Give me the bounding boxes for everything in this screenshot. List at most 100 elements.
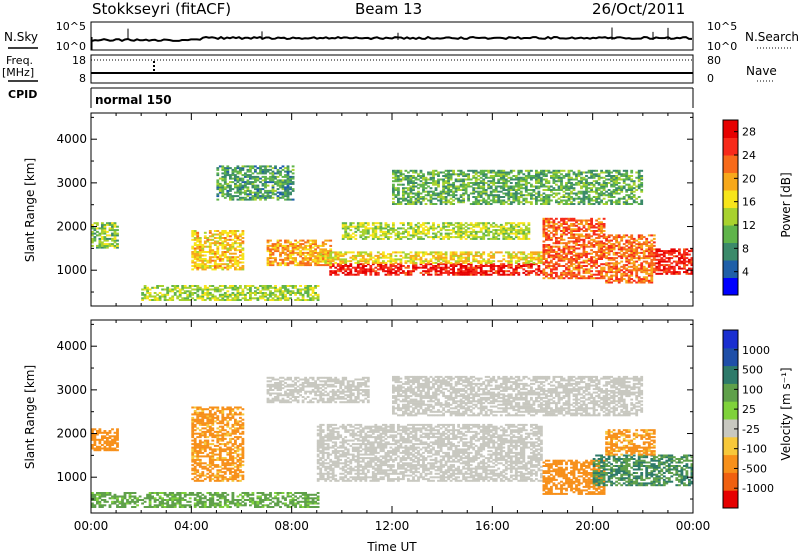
heatmap-cell [434, 270, 438, 273]
heatmap-cell [472, 229, 476, 232]
heatmap-cell [296, 241, 300, 244]
heatmap-cell [617, 255, 621, 258]
heatmap-cell [296, 264, 300, 267]
heatmap-cell [537, 173, 541, 176]
heatmap-cell [474, 253, 478, 256]
heatmap-cell [359, 236, 363, 239]
heatmap-cell [688, 272, 691, 275]
heatmap-cell [181, 288, 185, 291]
heatmap-cell [281, 295, 285, 298]
heatmap-cell [339, 266, 343, 269]
heatmap-cell [650, 274, 654, 277]
heatmap-cell [271, 179, 275, 182]
heatmap-cell [412, 171, 415, 174]
heatmap-cell [474, 273, 478, 276]
heatmap-cell [349, 222, 353, 225]
heatmap-cell [309, 264, 312, 267]
heatmap-cell [650, 258, 654, 261]
heatmap-cell [361, 251, 365, 254]
heatmap-cell [570, 265, 573, 267]
heatmap-cell [304, 290, 307, 293]
heatmap-cell [449, 263, 453, 266]
heatmap-cell [414, 258, 418, 261]
heatmap-cell [537, 268, 541, 271]
heatmap-cell [517, 271, 521, 274]
heatmap-cell [392, 251, 395, 254]
heatmap-cell [567, 192, 571, 195]
heatmap-cell [627, 279, 631, 282]
heatmap-cell [497, 194, 501, 197]
heatmap-cell [419, 223, 423, 226]
heatmap-cell [234, 299, 237, 301]
heatmap-cell [361, 222, 365, 225]
heatmap-cell [565, 217, 568, 220]
nsky-box [90, 21, 694, 51]
heatmap-cell [249, 170, 252, 173]
heatmap-cell [662, 253, 666, 256]
heatmap-cell [234, 288, 237, 291]
heatmap-cell [452, 199, 455, 202]
heatmap-cell [414, 254, 418, 257]
heatmap-cell [319, 250, 323, 253]
heatmap-cell [487, 227, 491, 230]
heatmap-cell [487, 265, 491, 267]
heatmap-cell [545, 217, 548, 220]
heatmap-cell [339, 265, 343, 267]
heatmap-cell [519, 196, 523, 198]
heatmap-cell [366, 260, 370, 263]
heatmap-cell [557, 256, 561, 259]
heatmap-cell [281, 246, 285, 249]
heatmap-cell [550, 251, 553, 253]
heatmap-cell [590, 275, 593, 278]
heatmap-cell [580, 235, 583, 238]
heatmap-cell [286, 188, 290, 191]
heatmap-cell [477, 265, 481, 267]
heatmap-cell [602, 185, 606, 188]
heatmap-cell [617, 248, 621, 251]
heatmap-cell [615, 260, 618, 263]
heatmap-cell [419, 185, 423, 188]
heatmap-cell [565, 183, 568, 186]
heatmap-cell [535, 173, 538, 176]
heatmap-cell [527, 270, 531, 273]
heatmap-cell [399, 203, 403, 205]
heatmap-cell [617, 269, 621, 272]
heatmap-cell [667, 269, 671, 272]
heatmap-cell [517, 222, 521, 225]
heatmap-cell [509, 194, 513, 197]
heatmap-cell [464, 270, 468, 273]
heatmap-cell [402, 232, 405, 235]
heatmap-cell [610, 201, 613, 204]
heatmap-cell [442, 256, 445, 259]
heatmap-cell [509, 169, 513, 172]
heatmap-cell [612, 262, 616, 265]
heatmap-cell [452, 265, 455, 267]
heatmap-cell [254, 196, 257, 199]
heatmap-cell [229, 198, 232, 201]
heatmap-cell [514, 256, 518, 259]
heatmap-cell [565, 233, 568, 236]
heatmap-cell [522, 230, 526, 233]
heatmap-cell [587, 242, 591, 245]
heatmap-cell [213, 286, 217, 289]
heatmap-cell [494, 237, 498, 240]
heatmap-cell [547, 238, 551, 241]
heatmap-cell [279, 179, 282, 182]
heatmap-cell [575, 242, 578, 245]
heatmap-cell [251, 195, 255, 198]
heatmap-cell [261, 193, 265, 196]
heatmap-cell [474, 230, 478, 233]
heatmap-cell [271, 188, 275, 191]
heatmap-cell [484, 182, 488, 184]
heatmap-cell [552, 221, 556, 224]
heatmap-cell [351, 222, 355, 225]
heatmap-cell [397, 273, 400, 276]
heatmap-cell [547, 252, 551, 255]
heatmap-cell [113, 232, 117, 235]
heatmap-cell [389, 263, 393, 266]
heatmap-cell [570, 197, 573, 200]
heatmap-cell [474, 169, 478, 172]
heatmap-cell [216, 179, 220, 182]
heatmap-cell [585, 221, 588, 224]
heatmap-cell [412, 254, 415, 257]
